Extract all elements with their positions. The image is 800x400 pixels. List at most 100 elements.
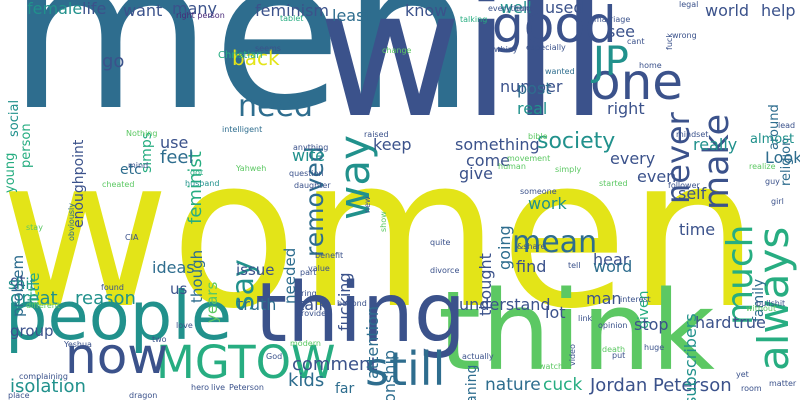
cloud-word: relationship — [380, 349, 399, 400]
cloud-word: obviously — [67, 202, 76, 241]
cloud-word: issue — [236, 261, 275, 279]
cloud-word: guy — [765, 177, 780, 186]
cloud-word: tell — [568, 261, 581, 270]
cloud-word: person — [19, 123, 34, 168]
cloud-word: women — [0, 113, 760, 355]
cloud-word: Peterson — [229, 383, 264, 392]
cloud-word: truth — [237, 295, 277, 314]
cloud-word: gt — [10, 272, 26, 290]
cloud-word: society — [537, 129, 616, 154]
cloud-word: help — [761, 1, 796, 20]
cloud-word: word — [593, 257, 633, 276]
cloud-word: stay — [26, 223, 43, 232]
cloud-word: something — [455, 135, 540, 154]
cloud-word: ideas — [152, 258, 195, 277]
cloud-word: especially — [526, 43, 566, 52]
cloud-word: thing — [255, 266, 466, 361]
cloud-word: talk — [298, 295, 328, 314]
cloud-word: live — [211, 383, 226, 392]
cloud-word: right person — [176, 11, 225, 20]
cloud-word: though — [188, 249, 206, 303]
cloud-word: see — [607, 22, 636, 41]
cloud-word: life — [82, 0, 107, 18]
cloud-word: mind — [128, 161, 149, 170]
cloud-word: meaning — [464, 364, 480, 400]
cloud-word: fuck — [665, 33, 674, 50]
cloud-word: still — [365, 342, 446, 396]
cloud-word: part — [300, 268, 317, 277]
cloud-word: need — [238, 89, 313, 124]
cloud-word: JP — [593, 39, 629, 85]
cloud-word: room — [741, 384, 762, 393]
cloud-word: wife — [292, 146, 326, 165]
cloud-word: cunt — [515, 4, 533, 13]
cloud-word: people — [5, 277, 233, 355]
cloud-word: huge — [644, 343, 665, 352]
cloud-word: mindset — [676, 130, 709, 139]
cloud-word: actually — [462, 352, 494, 361]
cloud-word: mean — [512, 225, 598, 260]
cloud-word: group — [10, 322, 54, 340]
cloud-word: divorce — [430, 266, 460, 275]
cloud-word: Christian — [218, 50, 263, 61]
cloud-word: show — [379, 211, 388, 232]
cloud-word: talking — [460, 15, 488, 24]
cloud-word: one — [590, 53, 684, 111]
cloud-word: place — [8, 391, 30, 400]
cloud-word: almost — [750, 132, 795, 147]
cloud-word: realize — [749, 162, 776, 171]
cloud-word: quite — [430, 238, 451, 247]
cloud-word: female — [27, 0, 83, 18]
cloud-word: intelligent — [222, 125, 263, 134]
cloud-word: far — [335, 381, 355, 397]
cloud-word: wrong — [672, 31, 697, 40]
cloud-word: true — [733, 313, 766, 332]
cloud-word: nature — [485, 375, 541, 395]
cloud-word: will — [318, 0, 609, 157]
cloud-word: found — [101, 283, 124, 292]
cloud-word: cant — [627, 37, 645, 46]
cloud-word: bring — [296, 289, 317, 298]
cloud-word: without — [746, 304, 777, 313]
cloud-word: think — [438, 267, 715, 395]
cloud-word: attention — [363, 306, 382, 379]
cloud-word: kids — [288, 370, 325, 391]
cloud-word: used — [545, 0, 584, 17]
cloud-word: opinion — [598, 321, 628, 330]
cloud-word: two — [152, 335, 167, 344]
cloud-word: want — [123, 1, 163, 20]
cloud-word: understand — [459, 295, 551, 314]
cloud-word: young — [3, 152, 18, 193]
cloud-word: reason — [75, 288, 136, 309]
cloud-word: everything — [488, 4, 532, 13]
cloud-word: got — [190, 168, 204, 177]
cloud-word: CIA — [125, 233, 139, 242]
cloud-word: back — [232, 46, 280, 70]
cloud-word: link — [578, 314, 593, 323]
cloud-word: raised — [364, 130, 389, 139]
cloud-word: someone — [520, 187, 557, 196]
cloud-word: tablet — [280, 14, 304, 23]
cloud-word: good — [492, 0, 617, 54]
cloud-word: anything — [293, 143, 329, 152]
cloud-word: video — [568, 344, 577, 366]
cloud-word: change — [382, 46, 412, 55]
cloud-word: follower — [668, 181, 700, 190]
cloud-word: many — [172, 0, 217, 18]
cloud-word: feel — [160, 147, 194, 168]
cloud-word: Yahweh — [236, 164, 267, 173]
cloud-word: use — [160, 133, 189, 152]
cloud-word: men — [8, 0, 475, 157]
cloud-word: us — [170, 280, 188, 298]
cloud-word: feminism — [255, 1, 330, 20]
cloud-word: every — [610, 149, 656, 168]
cloud-word: Nothing — [126, 129, 158, 138]
cloud-word: provide — [296, 309, 327, 318]
cloud-word: complaining — [19, 372, 68, 381]
cloud-word: bullshit — [756, 299, 786, 308]
cloud-word: matter — [769, 379, 797, 388]
cloud-word: know — [405, 1, 448, 20]
cloud-word: man — [586, 289, 622, 308]
cloud-word: years — [203, 281, 221, 323]
